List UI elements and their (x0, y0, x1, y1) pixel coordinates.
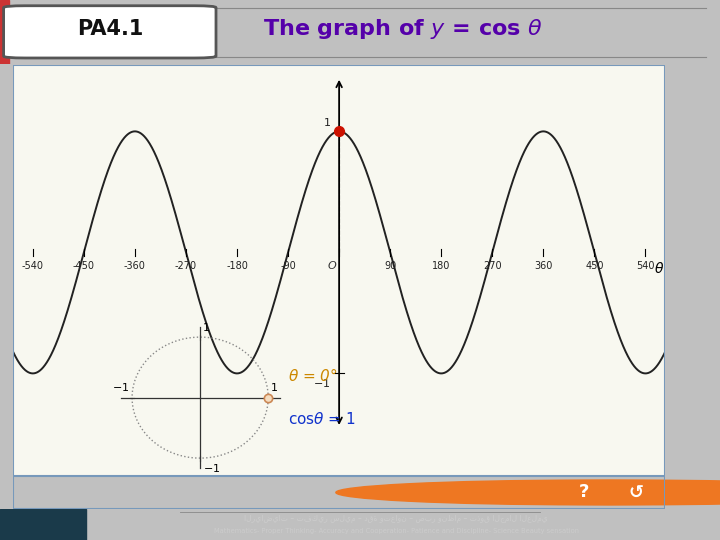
FancyBboxPatch shape (4, 6, 216, 58)
Text: 180: 180 (432, 261, 451, 271)
Bar (0, 0, 9, 64)
Text: O: O (328, 261, 337, 271)
Text: Mathematics- Proper Thinking- Accuracy and Cooperation- Patience and Discipline-: Mathematics- Proper Thinking- Accuracy a… (214, 528, 578, 534)
Text: 90: 90 (384, 261, 396, 271)
Text: cos$\theta$ = 1: cos$\theta$ = 1 (288, 411, 356, 427)
Text: -450: -450 (73, 261, 95, 271)
Text: ?: ? (579, 483, 589, 502)
Text: ↺: ↺ (629, 483, 644, 502)
Text: -90: -90 (280, 261, 296, 271)
Text: 1: 1 (271, 383, 278, 393)
Text: $-1$: $-1$ (112, 381, 130, 393)
Circle shape (336, 480, 720, 505)
Text: $\theta$ = 0°: $\theta$ = 0° (288, 367, 338, 384)
Text: -360: -360 (124, 261, 146, 271)
Text: PA4.1: PA4.1 (77, 19, 143, 39)
Circle shape (388, 480, 720, 505)
Text: -540: -540 (22, 261, 44, 271)
Text: 450: 450 (585, 261, 603, 271)
Text: The graph of $\it{y}$ = cos $\theta$: The graph of $\it{y}$ = cos $\theta$ (264, 17, 543, 42)
Text: -180: -180 (226, 261, 248, 271)
Bar (0, 509, 86, 540)
Text: $\theta$: $\theta$ (654, 261, 665, 276)
Text: 1: 1 (203, 323, 210, 334)
Text: 270: 270 (483, 261, 502, 271)
Text: $-1$: $-1$ (203, 462, 220, 474)
Text: $-1$: $-1$ (313, 377, 330, 389)
Text: -270: -270 (175, 261, 197, 271)
Text: 360: 360 (534, 261, 552, 271)
Text: 1: 1 (323, 118, 330, 128)
Text: 540: 540 (636, 261, 654, 271)
Text: الرياضيات – تفكير سليم – دقة وتعاون – صبر ونظام – تذوق الجمال العلمي: الرياضيات – تفكير سليم – دقة وتعاون – صب… (244, 514, 548, 523)
